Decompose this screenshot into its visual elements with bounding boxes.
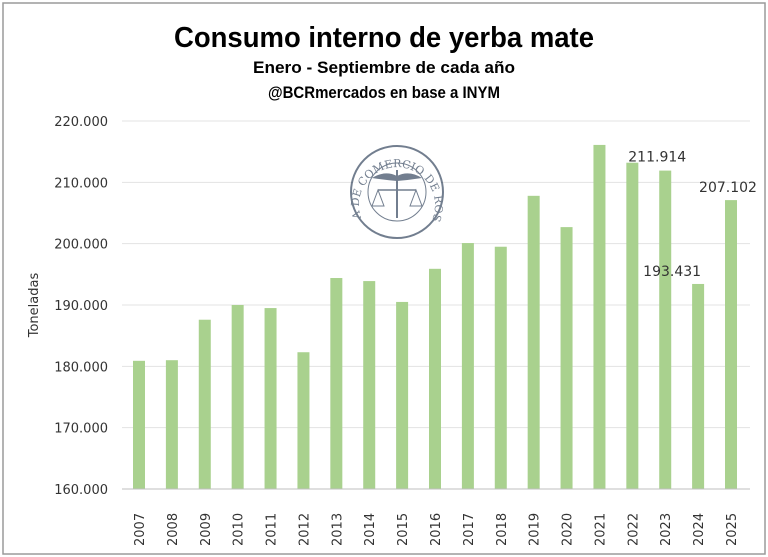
x-tick-label: 2008 xyxy=(166,513,181,546)
x-tick-label: 2012 xyxy=(297,513,312,546)
bar-2007 xyxy=(133,360,145,489)
x-tick-label: 2011 xyxy=(265,513,280,546)
bar-2008 xyxy=(165,360,178,489)
y-tick-label: 170.000 xyxy=(54,422,108,437)
bar-2024 xyxy=(692,283,705,489)
bar-2021 xyxy=(593,144,606,490)
bar-2016 xyxy=(429,268,441,489)
x-tick-label: 2017 xyxy=(462,513,477,546)
bar-2009 xyxy=(198,319,211,489)
bar-2022 xyxy=(626,162,639,489)
bar-2018 xyxy=(494,246,507,489)
x-tick-label: 2016 xyxy=(429,513,444,546)
bar-2019 xyxy=(527,195,540,489)
y-tick-label: 180.000 xyxy=(54,360,108,375)
bar-2014 xyxy=(363,281,376,489)
x-tick-label: 2024 xyxy=(692,513,707,546)
chart-title: Consumo interno de yerba mate xyxy=(174,22,594,54)
bar-2025 xyxy=(725,200,737,489)
bar-2017 xyxy=(461,243,474,489)
x-tick-label: 2020 xyxy=(561,513,576,546)
y-axis-label: Toneladas xyxy=(27,273,42,339)
x-tick-label: 2025 xyxy=(725,513,740,546)
bar-2023 xyxy=(659,170,672,490)
x-tick-label: 2013 xyxy=(330,513,345,546)
bar-2013 xyxy=(330,278,343,489)
bar-2015 xyxy=(396,301,409,489)
bar-2010 xyxy=(231,305,244,489)
x-tick-label: 2007 xyxy=(133,513,148,546)
x-tick-label: 2014 xyxy=(363,513,378,546)
x-tick-label: 2023 xyxy=(659,513,674,546)
chart-source: @BCRmercados en base a INYM xyxy=(268,83,500,102)
data-label-2023: 211.914 xyxy=(628,150,686,166)
x-tick-label: 2015 xyxy=(396,513,411,546)
data-labels: 211.914 193.431 207.102 xyxy=(628,150,757,280)
x-tick-label: 2022 xyxy=(626,513,641,546)
y-tick-label: 160.000 xyxy=(54,483,108,498)
data-label-2025: 207.102 xyxy=(699,180,757,196)
y-tick-label: 210.000 xyxy=(54,176,108,191)
x-tick-label: 2018 xyxy=(495,513,510,546)
x-tick-label: 2019 xyxy=(528,513,543,546)
data-label-2024: 193.431 xyxy=(643,264,701,280)
bar-2020 xyxy=(560,227,573,489)
x-tick-label: 2010 xyxy=(232,513,247,546)
y-tick-label: 200.000 xyxy=(54,238,108,253)
bar-2011 xyxy=(264,308,277,489)
y-tick-label: 220.000 xyxy=(54,115,108,130)
y-tick-labels: 160.000 170.000 180.000 190.000 200.000 210.0… xyxy=(54,115,108,498)
y-tick-label: 190.000 xyxy=(54,299,108,314)
x-tick-label: 2009 xyxy=(199,513,214,546)
x-tick-label: 2021 xyxy=(593,513,608,546)
x-tick-labels: 2007 2008 2009 2010 2011 2012 2013 2014 2015 2016… xyxy=(133,513,740,546)
bar-2012 xyxy=(297,352,310,489)
chart-subtitle: Enero - Septiembre de cada año xyxy=(253,58,515,77)
bars xyxy=(133,144,737,490)
